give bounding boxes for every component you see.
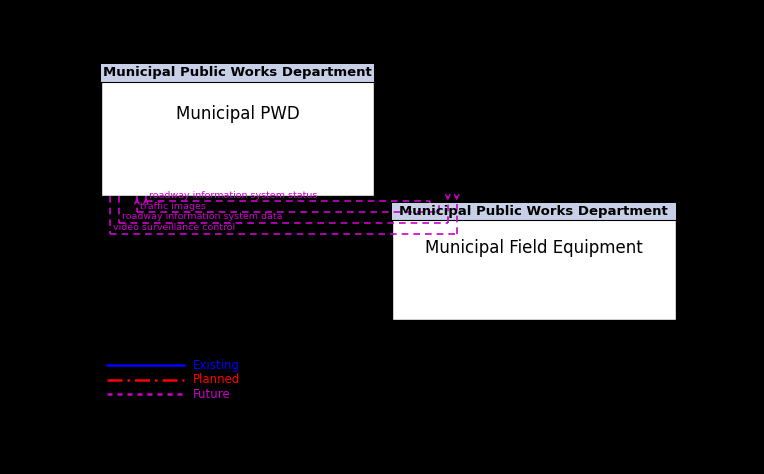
Text: video surveillance control: video surveillance control xyxy=(113,223,235,232)
Text: Planned: Planned xyxy=(193,374,241,386)
Bar xyxy=(102,64,374,196)
Text: Municipal Field Equipment: Municipal Field Equipment xyxy=(425,239,643,257)
Text: roadway information system status: roadway information system status xyxy=(149,191,317,200)
Text: Existing: Existing xyxy=(193,359,240,372)
Text: Municipal Public Works Department: Municipal Public Works Department xyxy=(103,66,372,80)
Bar xyxy=(392,203,676,319)
Text: Future: Future xyxy=(193,388,231,401)
Text: Municipal PWD: Municipal PWD xyxy=(176,105,299,123)
Bar xyxy=(102,64,374,82)
Bar xyxy=(392,203,676,220)
Text: traffic images: traffic images xyxy=(140,201,206,210)
Text: Municipal Public Works Department: Municipal Public Works Department xyxy=(400,205,668,218)
Text: roadway information system data: roadway information system data xyxy=(122,212,283,221)
